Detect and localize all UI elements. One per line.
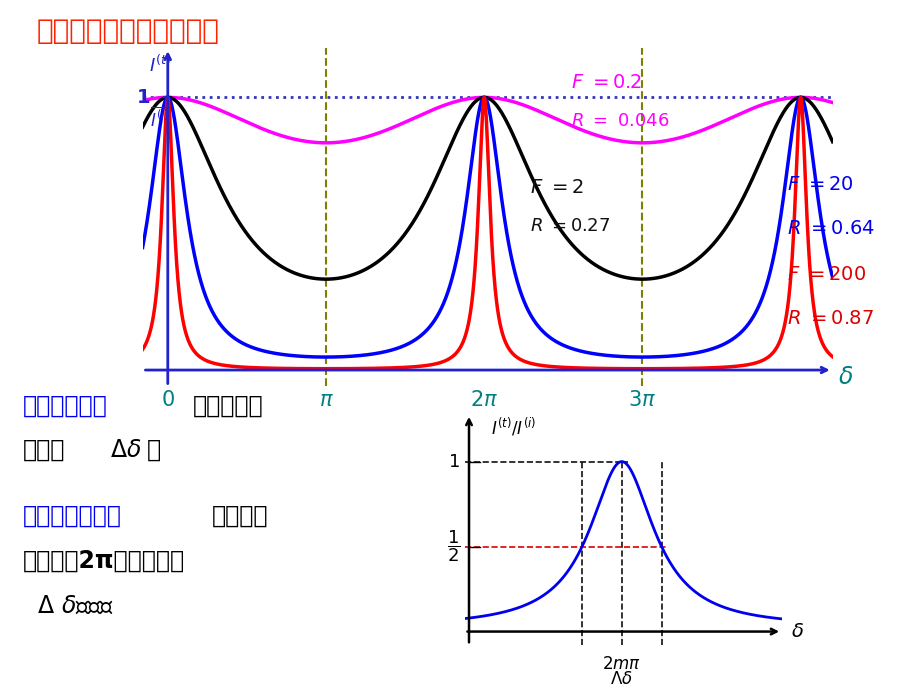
- Text: $\delta$: $\delta$: [836, 365, 852, 389]
- Text: $0$: $0$: [161, 391, 175, 411]
- Text: 半高宽: 半高宽: [23, 438, 65, 462]
- Text: $I^{(t)}$: $I^{(t)}$: [149, 55, 171, 76]
- Text: 条纹的锐度：: 条纹的锐度：: [23, 393, 108, 417]
- Text: $F\ =0.2$: $F\ =0.2$: [570, 73, 641, 92]
- Text: 纹相位差2π与条纹锐度: 纹相位差2π与条纹锐度: [23, 549, 185, 573]
- Text: $1$: $1$: [448, 453, 460, 471]
- Text: $2m\pi$: $2m\pi$: [602, 656, 641, 673]
- Text: 透射光干涉条纹极为明锐: 透射光干涉条纹极为明锐: [37, 17, 220, 46]
- Text: $\Lambda\delta$: $\Lambda\delta$: [610, 670, 632, 688]
- Text: ；: ；: [147, 438, 161, 462]
- Text: $\pi$: $\pi$: [318, 391, 333, 411]
- Text: $\overline{I^{(i)}}$: $\overline{I^{(i)}}$: [150, 106, 171, 131]
- Text: $\mathit{\Delta}$ $\mathit{\delta}$之比。: $\mathit{\Delta}$ $\mathit{\delta}$之比。: [37, 593, 113, 618]
- Text: $F\ =20$: $F\ =20$: [787, 175, 853, 194]
- Text: $\mathit{\Delta\delta}$: $\mathit{\Delta\delta}$: [110, 438, 142, 462]
- Text: $3\pi$: $3\pi$: [628, 391, 656, 411]
- Text: $R\ =0.64$: $R\ =0.64$: [787, 219, 875, 238]
- Text: 条纹的精细度：: 条纹的精细度：: [23, 504, 121, 528]
- Text: $I^{(t)}/I^{(i)}$: $I^{(t)}/I^{(i)}$: [491, 416, 536, 438]
- Text: $2\pi$: $2\pi$: [470, 391, 498, 411]
- Text: $R\ =0.87$: $R\ =0.87$: [787, 308, 873, 328]
- Text: 条纹的相位: 条纹的相位: [193, 393, 264, 417]
- Text: $\mathbf{1}$: $\mathbf{1}$: [136, 88, 150, 107]
- Text: $F\ =2$: $F\ =2$: [530, 178, 584, 197]
- Text: $R\ =0.27$: $R\ =0.27$: [530, 217, 610, 235]
- Text: $\delta$: $\delta$: [790, 622, 803, 641]
- Text: $\dfrac{1}{2}$: $\dfrac{1}{2}$: [447, 529, 460, 564]
- Text: 相邻两条: 相邻两条: [211, 504, 267, 528]
- Text: $F\ =200$: $F\ =200$: [787, 265, 866, 284]
- Text: $R\ =\ 0.046$: $R\ =\ 0.046$: [570, 112, 669, 130]
